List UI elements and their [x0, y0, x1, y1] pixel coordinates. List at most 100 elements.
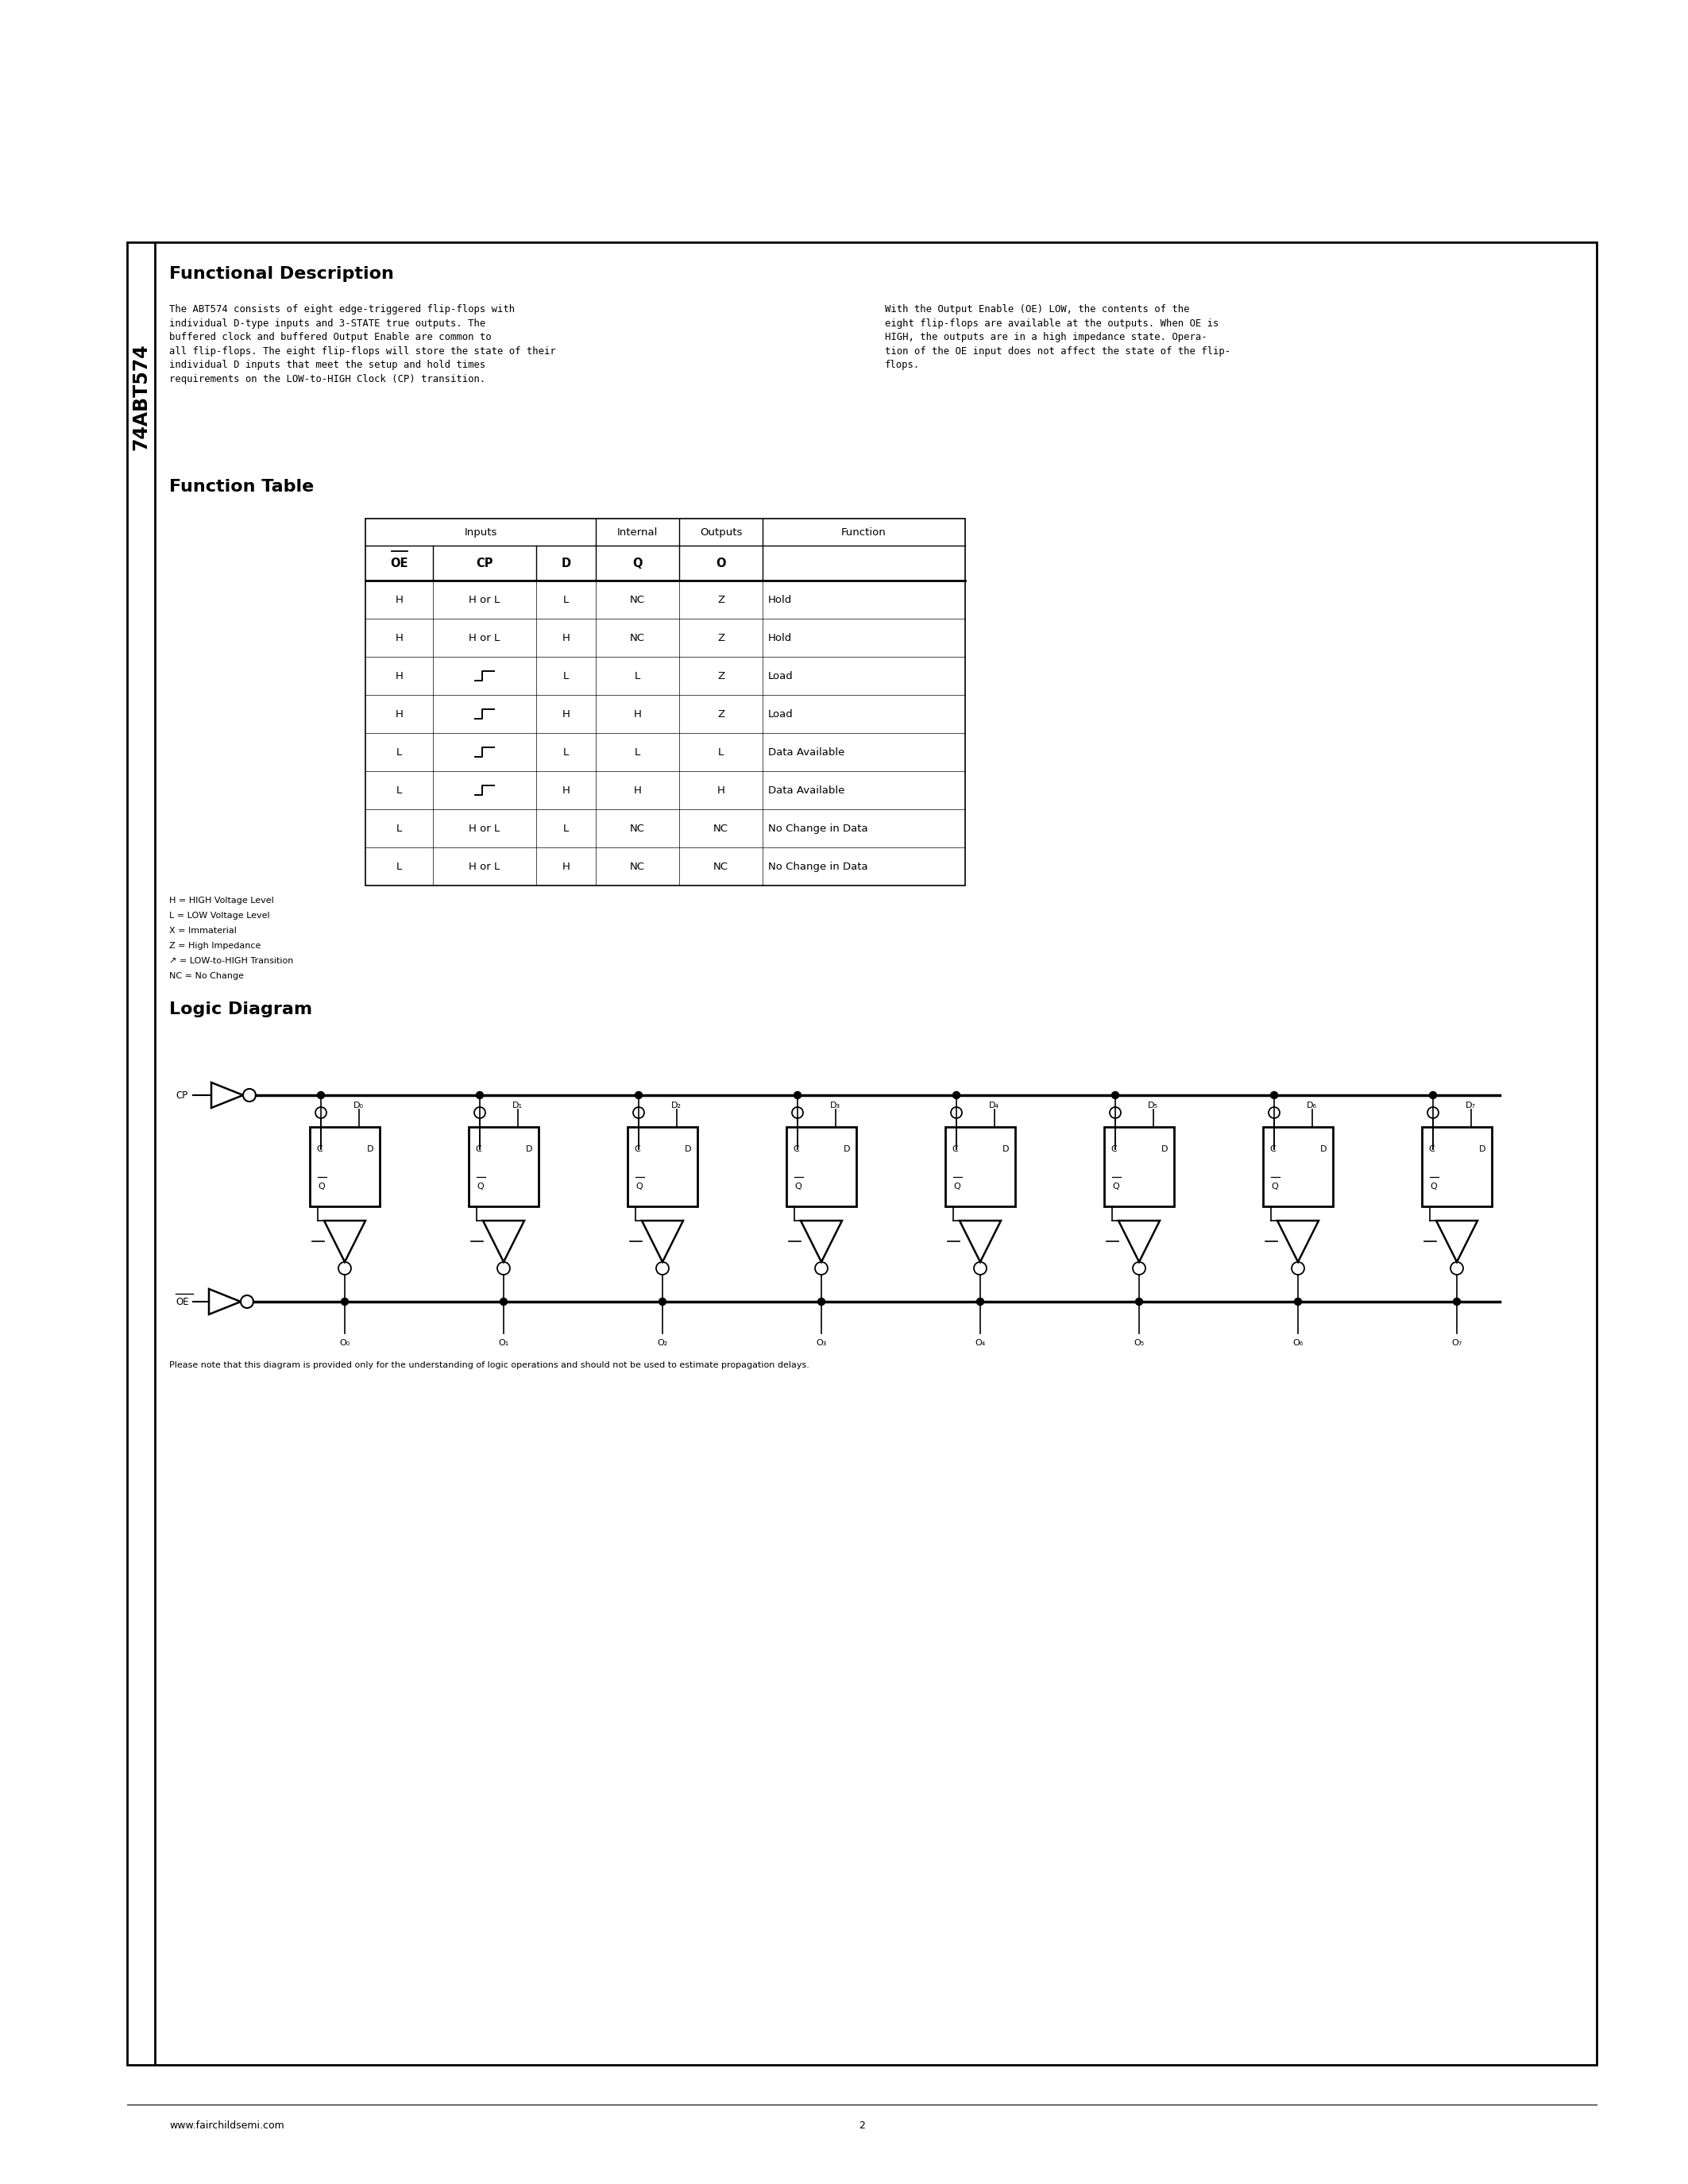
Text: Q: Q: [1112, 1182, 1119, 1190]
Text: Z: Z: [717, 670, 724, 681]
Text: L: L: [397, 860, 402, 871]
Text: C: C: [316, 1144, 322, 1153]
Text: C: C: [1428, 1144, 1435, 1153]
Text: X = Immaterial: X = Immaterial: [169, 926, 236, 935]
Text: No Change in Data: No Change in Data: [768, 823, 868, 834]
Text: Q: Q: [795, 1182, 802, 1190]
Text: Q: Q: [633, 557, 643, 570]
Text: O₄: O₄: [976, 1339, 986, 1348]
Text: H: H: [633, 784, 641, 795]
Text: Function: Function: [841, 526, 886, 537]
Text: L: L: [564, 823, 569, 834]
Text: L: L: [397, 747, 402, 758]
Text: Q: Q: [1271, 1182, 1278, 1190]
Text: H: H: [395, 670, 403, 681]
Text: O₅: O₅: [1134, 1339, 1144, 1348]
Text: D₅: D₅: [1148, 1101, 1158, 1109]
Circle shape: [1136, 1297, 1143, 1306]
Text: L: L: [564, 670, 569, 681]
Circle shape: [476, 1092, 483, 1099]
Text: NC = No Change: NC = No Change: [169, 972, 243, 981]
Text: C: C: [474, 1144, 481, 1153]
Text: With the Output Enable (OE) LOW, the contents of the
eight flip-flops are availa: With the Output Enable (OE) LOW, the con…: [885, 304, 1231, 369]
Text: Q: Q: [635, 1182, 643, 1190]
Circle shape: [1430, 1092, 1436, 1099]
Text: O₆: O₆: [1293, 1339, 1303, 1348]
Text: Data Available: Data Available: [768, 784, 844, 795]
Bar: [311, 1127, 380, 1206]
Bar: [127, 242, 1597, 2064]
Text: Load: Load: [768, 670, 793, 681]
Text: H: H: [562, 633, 571, 642]
Text: C: C: [793, 1144, 798, 1153]
Text: H or L: H or L: [469, 594, 500, 605]
Text: L: L: [635, 670, 640, 681]
Circle shape: [1112, 1092, 1119, 1099]
Text: H: H: [562, 784, 571, 795]
Text: D: D: [844, 1144, 851, 1153]
Text: D₇: D₇: [1465, 1101, 1475, 1109]
Text: D₃: D₃: [830, 1101, 841, 1109]
Text: L: L: [397, 784, 402, 795]
Bar: [469, 1127, 538, 1206]
Bar: [1263, 1127, 1334, 1206]
Text: O: O: [716, 557, 726, 570]
Text: H = HIGH Voltage Level: H = HIGH Voltage Level: [169, 898, 273, 904]
Text: 74ABT574: 74ABT574: [132, 343, 150, 450]
Text: The ABT574 consists of eight edge-triggered flip-flops with
individual D-type in: The ABT574 consists of eight edge-trigge…: [169, 304, 555, 384]
Text: L: L: [564, 747, 569, 758]
Circle shape: [793, 1092, 802, 1099]
Text: L: L: [635, 747, 640, 758]
Circle shape: [817, 1297, 825, 1306]
Circle shape: [500, 1297, 506, 1306]
Text: D: D: [525, 1144, 532, 1153]
Text: O₃: O₃: [815, 1339, 827, 1348]
Text: Q: Q: [1430, 1182, 1436, 1190]
Text: C: C: [635, 1144, 640, 1153]
Text: H: H: [633, 710, 641, 719]
Text: H: H: [717, 784, 724, 795]
Text: Z: Z: [717, 710, 724, 719]
Text: C: C: [1111, 1144, 1117, 1153]
Text: H or L: H or L: [469, 823, 500, 834]
Bar: [787, 1127, 856, 1206]
Circle shape: [635, 1092, 641, 1099]
Circle shape: [1271, 1092, 1278, 1099]
Text: H: H: [395, 594, 403, 605]
Text: NC: NC: [630, 633, 645, 642]
Text: ↗ = LOW-to-HIGH Transition: ↗ = LOW-to-HIGH Transition: [169, 957, 294, 965]
Text: H: H: [395, 633, 403, 642]
Bar: [628, 1127, 697, 1206]
Text: CP: CP: [176, 1090, 187, 1101]
Bar: [365, 518, 966, 885]
Text: NC: NC: [630, 594, 645, 605]
Text: D: D: [1161, 1144, 1168, 1153]
Text: Outputs: Outputs: [701, 526, 743, 537]
Text: D: D: [684, 1144, 690, 1153]
Text: D: D: [1479, 1144, 1485, 1153]
Text: H: H: [562, 860, 571, 871]
Text: H: H: [562, 710, 571, 719]
Text: Functional Description: Functional Description: [169, 266, 393, 282]
Text: OE: OE: [390, 557, 408, 570]
Text: Z: Z: [717, 594, 724, 605]
Bar: [1104, 1127, 1175, 1206]
Text: Logic Diagram: Logic Diagram: [169, 1002, 312, 1018]
Circle shape: [977, 1297, 984, 1306]
Text: D₀: D₀: [353, 1101, 365, 1109]
Text: C: C: [1269, 1144, 1276, 1153]
Text: NC: NC: [714, 823, 729, 834]
Text: O₇: O₇: [1452, 1339, 1462, 1348]
Text: C: C: [952, 1144, 957, 1153]
Text: 2: 2: [859, 2121, 864, 2132]
Text: D₄: D₄: [989, 1101, 999, 1109]
Text: L: L: [564, 594, 569, 605]
Text: Q: Q: [954, 1182, 960, 1190]
Text: H or L: H or L: [469, 860, 500, 871]
Bar: [945, 1127, 1014, 1206]
Text: CP: CP: [476, 557, 493, 570]
Text: Z = High Impedance: Z = High Impedance: [169, 941, 262, 950]
Text: O₀: O₀: [339, 1339, 349, 1348]
Text: O₂: O₂: [657, 1339, 668, 1348]
Text: Data Available: Data Available: [768, 747, 844, 758]
